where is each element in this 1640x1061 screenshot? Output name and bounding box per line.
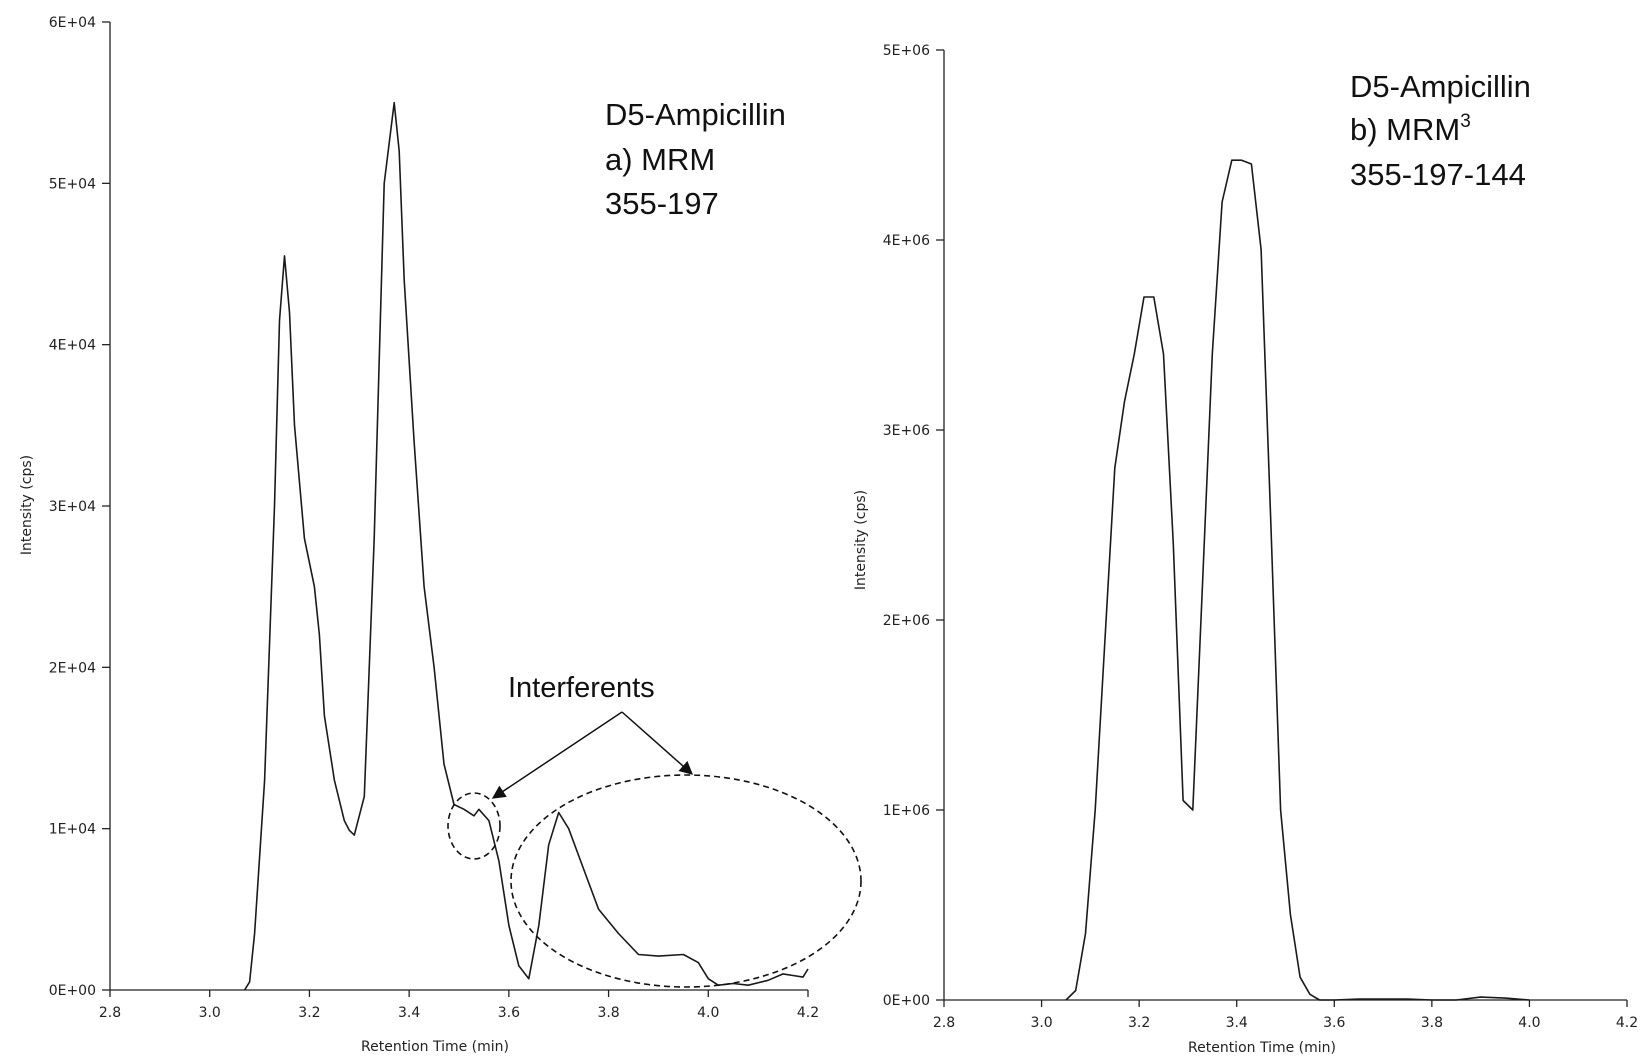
panel-a-y-axis-title: Intensity (cps) (19, 455, 35, 555)
interferents-small-ellipse (447, 792, 501, 860)
panel-b-x-tick-label: 4.0 (1518, 1015, 1540, 1031)
panel-a-x-tick-label: 3.8 (597, 1005, 619, 1021)
panel-b-x-tick-label: 3.6 (1323, 1015, 1345, 1031)
panel-a-mrm: 2.8 3.0 3.2 3.4 3.6 3.8 4.0 4.2 0E+00 1E+04 2E+04 3… (19, 15, 862, 1055)
panel-a-x-tick-label: 4.2 (797, 1005, 819, 1021)
panel-a-x-tick-label: 3.0 (199, 1005, 221, 1021)
interferents-arrow-large (621, 711, 694, 775)
panel-a-y-tick-label: 2E+04 (49, 660, 96, 676)
panel-b-annotation-line-2: b) MRM3 (1350, 111, 1471, 147)
panel-a-x-tick-label: 4.0 (697, 1005, 719, 1021)
interferents-label: Interferents (508, 672, 655, 704)
panel-a-y-tick-label: 0E+00 (49, 983, 96, 999)
interferents-large-ellipse (510, 774, 862, 988)
panel-b-x-tick-label: 3.0 (1030, 1015, 1052, 1031)
panel-b-y-tick-label: 5E+06 (883, 43, 930, 59)
panel-a-y-tick-label: 1E+04 (49, 822, 96, 838)
panel-b-annotation-line-3: 355-197-144 (1350, 157, 1526, 192)
panel-b-y-tick-label: 0E+00 (883, 993, 930, 1009)
panel-a-x-tick-label: 3.4 (398, 1005, 420, 1021)
interferents-callout: Interferents (447, 672, 862, 988)
panel-b-y-tick-label: 2E+06 (883, 613, 930, 629)
panel-b-y-tick-label: 3E+06 (883, 423, 930, 439)
interferents-arrow-small (491, 711, 623, 799)
panel-b-annotation-superscript: 3 (1460, 111, 1471, 132)
panel-a-y-tick-label: 6E+04 (49, 15, 96, 31)
panel-a-x-tick-label: 2.8 (99, 1005, 121, 1021)
panel-a-annotation-line-3: 355-197 (605, 186, 719, 221)
panel-a-x-tick-label: 3.6 (498, 1005, 520, 1021)
panel-b-x-axis-title: Retention Time (min) (1188, 1040, 1336, 1056)
panel-b-annotation-line-2-text: b) MRM (1350, 112, 1460, 147)
panel-a-series-line (243, 101, 809, 991)
panel-b-ticks: 2.8 3.0 3.2 3.4 3.6 3.8 4.0 4.2 0E+00 1E+06 2E+06 3… (883, 43, 1638, 1031)
panel-a-ticks: 2.8 3.0 3.2 3.4 3.6 3.8 4.0 4.2 0E+00 1E+04 2E+04 3… (49, 15, 819, 1021)
panel-b-annotation-line-1: D5-Ampicillin (1350, 69, 1531, 104)
panel-b-y-tick-label: 1E+06 (883, 803, 930, 819)
panel-b-x-tick-label: 3.4 (1226, 1015, 1248, 1031)
panel-b-y-tick-label: 4E+06 (883, 233, 930, 249)
panel-a-x-tick-label: 3.2 (298, 1005, 320, 1021)
panel-b-x-tick-label: 3.8 (1421, 1015, 1443, 1031)
panel-b-mrm3: 2.8 3.0 3.2 3.4 3.6 3.8 4.0 4.2 0E+00 1E+06 2E+06 3… (853, 43, 1638, 1056)
panel-b-series-line (1065, 159, 1530, 1001)
panel-a-y-tick-label: 4E+04 (49, 338, 96, 354)
panel-b-y-axis-title: Intensity (cps) (853, 490, 869, 590)
panel-b-x-tick-label: 4.2 (1616, 1015, 1638, 1031)
panel-a-annotation-line-1: D5-Ampicillin (605, 97, 786, 132)
panel-a-y-tick-label: 3E+04 (49, 499, 96, 515)
panel-a-x-axis-title: Retention Time (min) (361, 1039, 509, 1055)
panel-a-annotation-line-2: a) MRM (605, 142, 715, 177)
panel-b-x-tick-label: 3.2 (1128, 1015, 1150, 1031)
panel-a-y-tick-label: 5E+04 (49, 176, 96, 192)
panel-b-x-tick-label: 2.8 (933, 1015, 955, 1031)
